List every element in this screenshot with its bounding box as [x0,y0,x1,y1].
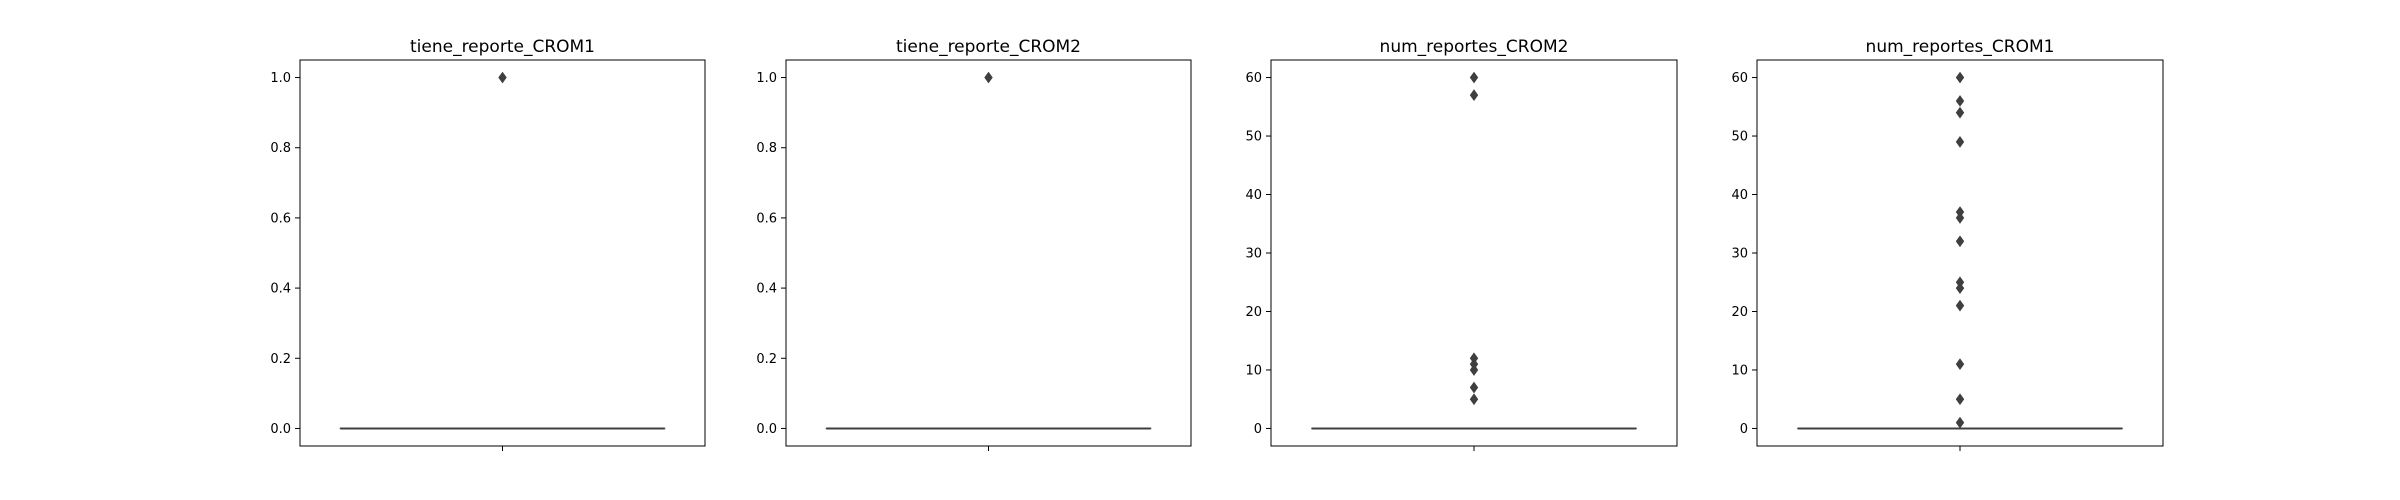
y-tick-label: 50 [1245,130,1262,145]
outlier-point [1955,416,1965,429]
outlier-point [1955,95,1965,107]
outlier-point [1955,358,1965,370]
outlier-point [1469,89,1479,101]
y-tick-label: 10 [1245,363,1262,378]
outlier-point [1469,364,1479,376]
axes-frame [1756,59,2164,447]
y-tick-label: 50 [1731,130,1748,145]
outlier-point [984,71,993,84]
axes-frame [1270,59,1678,447]
y-tick-label: 40 [1731,188,1748,203]
subplot-2: tiene_reporte_CROM2 0.0 0.2 0.4 0.6 0.8 1.0 [756,37,1192,451]
y-tick-label: 30 [1731,247,1748,262]
outlier-point [1955,212,1965,224]
subplot-title: tiene_reporte_CROM1 [410,37,595,57]
subplot-4: num_reportes_CROM1 0 10 20 30 40 50 60 [1731,37,2164,451]
y-tick-label: 30 [1245,247,1262,262]
y-tick-label: 0 [1254,422,1262,437]
outlier-point [1955,393,1965,406]
axes-frame [785,59,1192,447]
y-tick-label: 0.0 [270,422,291,437]
outlier-point [1955,299,1965,312]
y-tick-label: 0.4 [270,282,291,297]
y-tick-label: 0.8 [270,141,291,156]
axes-frame [299,59,706,447]
subplot-title: num_reportes_CROM1 [1866,37,2055,57]
subplot-title: tiene_reporte_CROM2 [896,37,1081,57]
y-tick-label: 0.8 [756,141,777,156]
subplot-3: num_reportes_CROM2 0 10 20 30 40 50 60 [1245,37,1678,451]
y-tick-label: 0.2 [756,352,777,367]
outlier-point [1955,136,1965,148]
y-tick-label: 1.0 [270,71,291,86]
y-tick-label: 0.6 [270,211,291,226]
outlier-point [1469,71,1479,84]
y-tick-label: 10 [1731,363,1748,378]
outlier-point [1469,393,1479,406]
y-tick-label: 60 [1731,71,1748,86]
y-tick-label: 1.0 [756,71,777,86]
outlier-point [1955,106,1965,119]
outlier-point [498,71,507,84]
subplot-1: tiene_reporte_CROM1 0.0 0.2 0.4 0.6 0.8 1.0 [270,37,706,451]
y-tick-label: 0.4 [756,282,777,297]
y-tick-label: 60 [1245,71,1262,86]
y-tick-label: 20 [1245,305,1262,320]
outlier-point [1955,71,1965,84]
outlier-point [1955,282,1965,294]
y-tick-label: 0 [1740,422,1748,437]
y-tick-label: 0.6 [756,211,777,226]
y-tick-label: 0.0 [756,422,777,437]
subplot-title: num_reportes_CROM2 [1380,37,1569,57]
y-tick-label: 0.2 [270,352,291,367]
outlier-point [1955,235,1965,248]
y-tick-label: 20 [1731,305,1748,320]
y-tick-label: 40 [1245,188,1262,203]
outlier-point [1469,381,1479,394]
